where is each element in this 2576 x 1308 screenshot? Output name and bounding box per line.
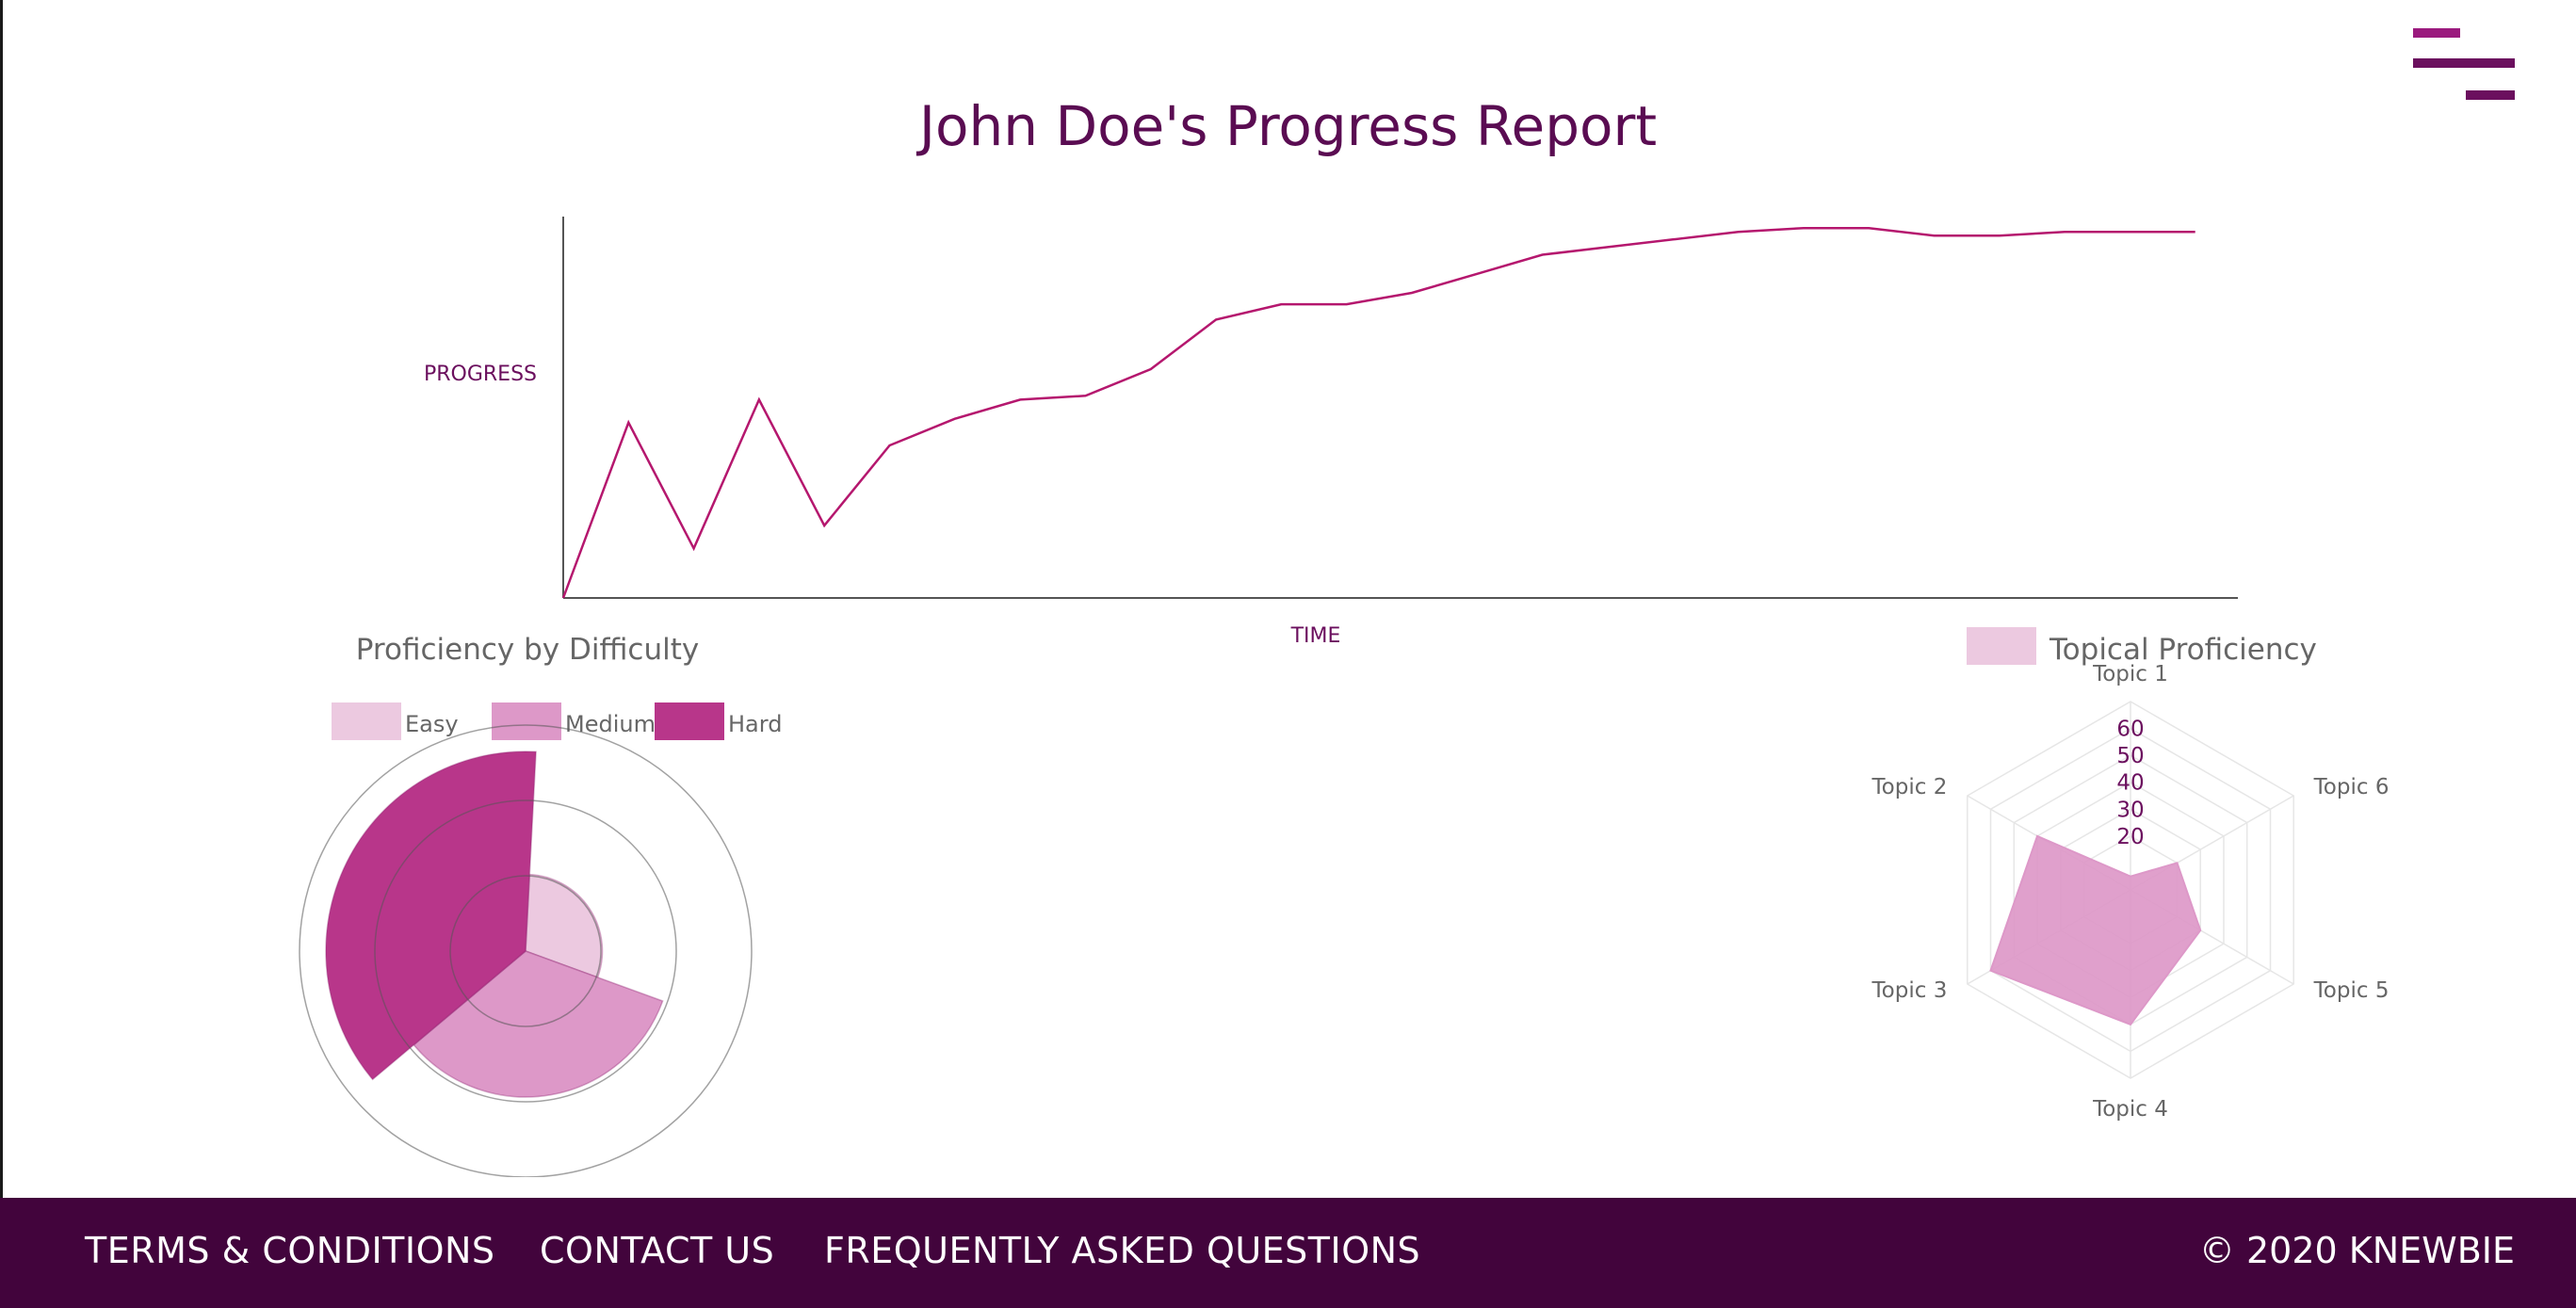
- window-left-border: [0, 0, 3, 1308]
- radar-tick-label: 40: [2116, 771, 2144, 796]
- menu-line-bottom: [2466, 90, 2515, 100]
- polar-ring: [299, 724, 753, 1177]
- radar-axis-label: Topic 2: [1871, 775, 1948, 799]
- x-axis-label: TIME: [1290, 624, 1341, 648]
- radar-legend-label[interactable]: Topical Proficiency: [2049, 633, 2317, 667]
- polar-slice-medium[interactable]: [413, 950, 664, 1098]
- polar-legend: Easy Medium Hard: [332, 702, 782, 740]
- polar-ring: [374, 799, 677, 1103]
- polar-legend-label-hard[interactable]: Hard: [728, 711, 782, 737]
- polar-chart-title: Proficiency by Difficulty: [356, 633, 699, 667]
- radar-axis-label: Topic 4: [2092, 1097, 2168, 1121]
- footer-copyright: © 2020 KNEWBIE: [2198, 1230, 2515, 1271]
- footer-link-terms[interactable]: TERMS & CONDITIONS: [85, 1230, 495, 1271]
- radar-tick-label: 50: [2116, 744, 2144, 768]
- radar-axis-label: Topic 1: [2092, 662, 2168, 686]
- radar-legend-swatch[interactable]: [1967, 627, 2036, 665]
- footer-link-faq[interactable]: FREQUENTLY ASKED QUESTIONS: [824, 1230, 1421, 1271]
- polar-slice-hard[interactable]: [325, 751, 537, 1081]
- site-footer: TERMS & CONDITIONS CONTACT US FREQUENTLY…: [0, 1198, 2576, 1308]
- radar-tick-label: 30: [2116, 798, 2144, 822]
- radar-axis-labels: Topic 1 Topic 2 Topic 3 Topic 4 Topic 5 Topic…: [1871, 662, 2390, 1121]
- radar-series-area: [1989, 834, 2202, 1026]
- progress-series-line: [561, 226, 2195, 599]
- radar-tick-label: 20: [2116, 825, 2144, 849]
- hamburger-menu-icon[interactable]: [2413, 28, 2515, 104]
- menu-line-middle: [2413, 58, 2515, 68]
- proficiency-by-difficulty-chart: Proficiency by Difficulty Easy Medium Hard: [299, 633, 782, 1177]
- polar-slices: [325, 751, 664, 1098]
- polar-slice-easy[interactable]: [525, 873, 604, 978]
- radar-axis-label: Topic 5: [2313, 978, 2390, 1003]
- polar-legend-swatch-hard[interactable]: [655, 702, 724, 740]
- radar-axis-label: Topic 3: [1871, 978, 1948, 1003]
- progress-line-chart: PROGRESS TIME: [424, 217, 2238, 648]
- polar-grid-rings: [299, 724, 753, 1177]
- page-title: John Doe's Progress Report: [918, 94, 1658, 158]
- polar-legend-label-medium[interactable]: Medium: [565, 711, 656, 737]
- polar-legend-label-easy[interactable]: Easy: [405, 711, 459, 737]
- polar-legend-swatch-easy[interactable]: [332, 702, 401, 740]
- menu-line-top: [2413, 28, 2460, 38]
- radar-tick-label: 60: [2116, 718, 2144, 742]
- polar-legend-swatch-medium[interactable]: [492, 702, 561, 740]
- y-axis-label: PROGRESS: [424, 363, 537, 386]
- polar-ring: [449, 875, 602, 1027]
- footer-link-contact[interactable]: CONTACT US: [540, 1230, 775, 1271]
- radar-axis-label: Topic 6: [2313, 775, 2390, 799]
